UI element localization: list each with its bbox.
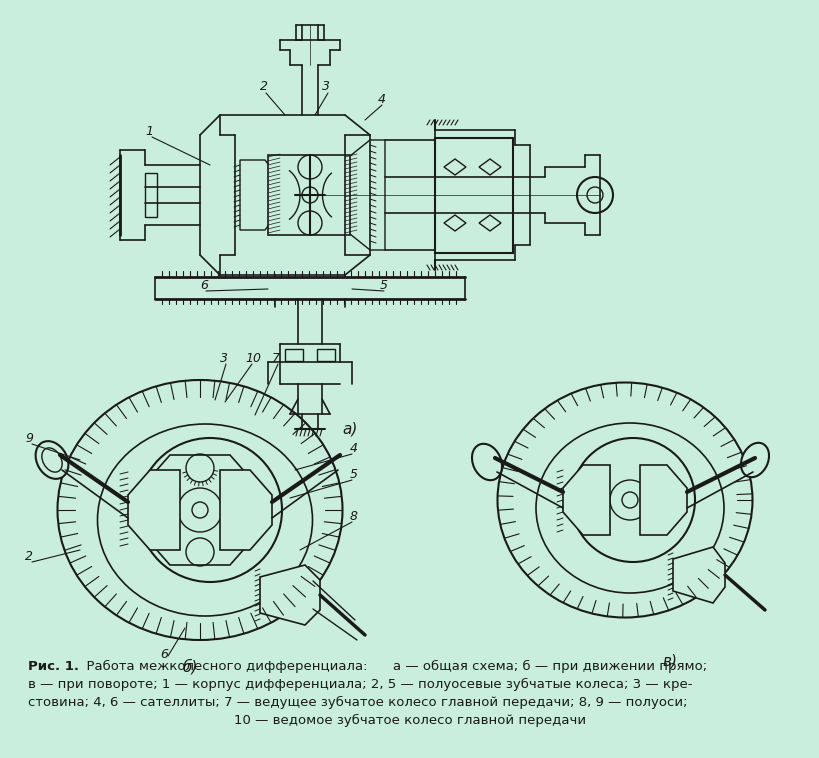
Ellipse shape bbox=[42, 448, 62, 472]
Text: Работа межколесного дифференциала:      а — общая схема; б — при движении прямо;: Работа межколесного дифференциала: а — о… bbox=[78, 660, 706, 673]
Circle shape bbox=[570, 438, 695, 562]
Polygon shape bbox=[563, 465, 609, 535]
Text: б): б) bbox=[182, 659, 197, 675]
Text: 5: 5 bbox=[350, 468, 358, 481]
Polygon shape bbox=[478, 159, 500, 175]
Text: 2: 2 bbox=[260, 80, 268, 93]
Polygon shape bbox=[240, 160, 279, 230]
Polygon shape bbox=[345, 140, 385, 250]
Circle shape bbox=[178, 488, 222, 532]
Polygon shape bbox=[219, 470, 272, 550]
Ellipse shape bbox=[97, 424, 312, 616]
Text: 6: 6 bbox=[160, 648, 168, 661]
Polygon shape bbox=[260, 565, 319, 625]
Polygon shape bbox=[639, 465, 686, 535]
Text: стовина; 4, 6 — сателлиты; 7 — ведущее зубчатое колесо главной передачи; 8, 9 — : стовина; 4, 6 — сателлиты; 7 — ведущее з… bbox=[28, 696, 686, 709]
Ellipse shape bbox=[740, 443, 768, 478]
Polygon shape bbox=[672, 547, 724, 603]
Bar bbox=[145, 173, 156, 217]
Text: в): в) bbox=[662, 653, 676, 668]
Text: 8: 8 bbox=[350, 510, 358, 523]
Text: Рис. 1.: Рис. 1. bbox=[28, 660, 79, 673]
Bar bbox=[317, 349, 335, 361]
Text: 9: 9 bbox=[25, 432, 33, 445]
Text: 1: 1 bbox=[145, 125, 153, 138]
Bar bbox=[285, 349, 303, 361]
Text: 2: 2 bbox=[25, 550, 33, 563]
Bar bbox=[268, 155, 350, 235]
Bar bbox=[434, 138, 513, 253]
Polygon shape bbox=[155, 455, 245, 565]
Text: 7: 7 bbox=[272, 352, 279, 365]
Polygon shape bbox=[128, 470, 180, 550]
Text: 5: 5 bbox=[379, 279, 387, 292]
Ellipse shape bbox=[472, 443, 501, 481]
Ellipse shape bbox=[536, 423, 723, 593]
Polygon shape bbox=[478, 215, 500, 231]
Text: 4: 4 bbox=[378, 93, 386, 106]
Text: 10 — ведомое зубчатое колесо главной передачи: 10 — ведомое зубчатое колесо главной пер… bbox=[233, 714, 586, 727]
Text: 3: 3 bbox=[219, 352, 228, 365]
Text: а): а) bbox=[342, 422, 357, 437]
Ellipse shape bbox=[57, 380, 342, 640]
Text: 3: 3 bbox=[322, 80, 329, 93]
Ellipse shape bbox=[35, 441, 68, 479]
Text: в — при повороте; 1 — корпус дифференциала; 2, 5 — полуосевые зубчатые колеса; 3: в — при повороте; 1 — корпус дифференциа… bbox=[28, 678, 692, 691]
Circle shape bbox=[138, 438, 282, 582]
Circle shape bbox=[577, 177, 613, 213]
Text: 6: 6 bbox=[200, 279, 208, 292]
Polygon shape bbox=[443, 159, 465, 175]
Ellipse shape bbox=[497, 383, 752, 618]
Polygon shape bbox=[443, 215, 465, 231]
Circle shape bbox=[609, 480, 649, 520]
Text: 4: 4 bbox=[350, 442, 358, 455]
Text: 10: 10 bbox=[245, 352, 260, 365]
